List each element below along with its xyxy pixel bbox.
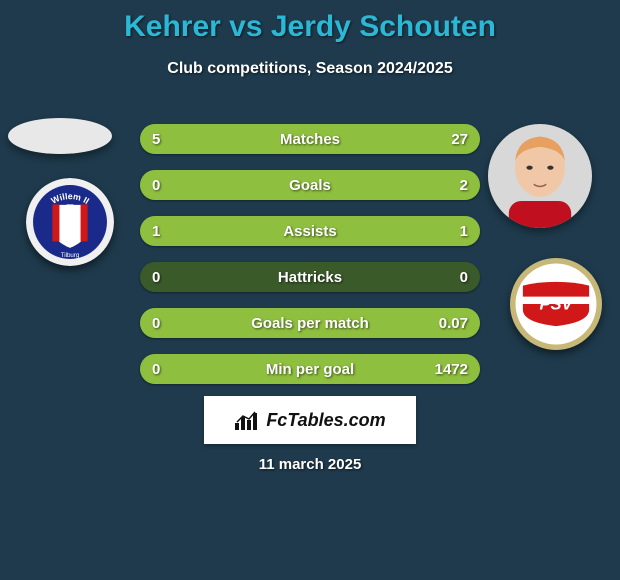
svg-text:Tilburg: Tilburg <box>61 252 80 259</box>
svg-text:PSV: PSV <box>539 295 574 314</box>
stat-row: 5Matches27 <box>140 124 480 154</box>
stat-value-right: 2 <box>420 177 480 194</box>
club-crest-right: PSV <box>510 258 602 350</box>
stat-row: 0Min per goal1472 <box>140 354 480 384</box>
stat-label: Hattricks <box>200 269 420 286</box>
stat-row: 0Goals2 <box>140 170 480 200</box>
stat-label: Min per goal <box>200 361 420 378</box>
brand-chart-icon <box>234 409 260 431</box>
stat-row: 0Hattricks0 <box>140 262 480 292</box>
stat-value-left: 5 <box>140 131 200 148</box>
brand-badge: FcTables.com <box>204 396 416 444</box>
subtitle: Club competitions, Season 2024/2025 <box>0 60 620 78</box>
player-right-avatar <box>488 124 592 228</box>
stat-label: Goals per match <box>200 315 420 332</box>
stat-value-right: 0.07 <box>420 315 480 332</box>
stat-value-left: 1 <box>140 223 200 240</box>
stat-value-right: 0 <box>420 269 480 286</box>
page-title: Kehrer vs Jerdy Schouten <box>0 0 620 44</box>
stat-value-right: 27 <box>420 131 480 148</box>
stat-value-right: 1 <box>420 223 480 240</box>
stat-value-left: 0 <box>140 269 200 286</box>
stat-row: 1Assists1 <box>140 216 480 246</box>
stat-label: Assists <box>200 223 420 240</box>
brand-text: FcTables.com <box>266 410 385 431</box>
stat-label: Matches <box>200 131 420 148</box>
stat-value-left: 0 <box>140 315 200 332</box>
comparison-infographic: Kehrer vs Jerdy Schouten Club competitio… <box>0 0 620 580</box>
stat-row: 0Goals per match0.07 <box>140 308 480 338</box>
stat-value-left: 0 <box>140 177 200 194</box>
stat-label: Goals <box>200 177 420 194</box>
stats-container: 5Matches270Goals21Assists10Hattricks00Go… <box>140 124 480 400</box>
club-crest-left: Willem II Tilburg <box>26 178 114 266</box>
player-left-avatar <box>8 118 112 154</box>
stat-value-right: 1472 <box>420 361 480 378</box>
stat-value-left: 0 <box>140 361 200 378</box>
date-text: 11 march 2025 <box>0 456 620 473</box>
